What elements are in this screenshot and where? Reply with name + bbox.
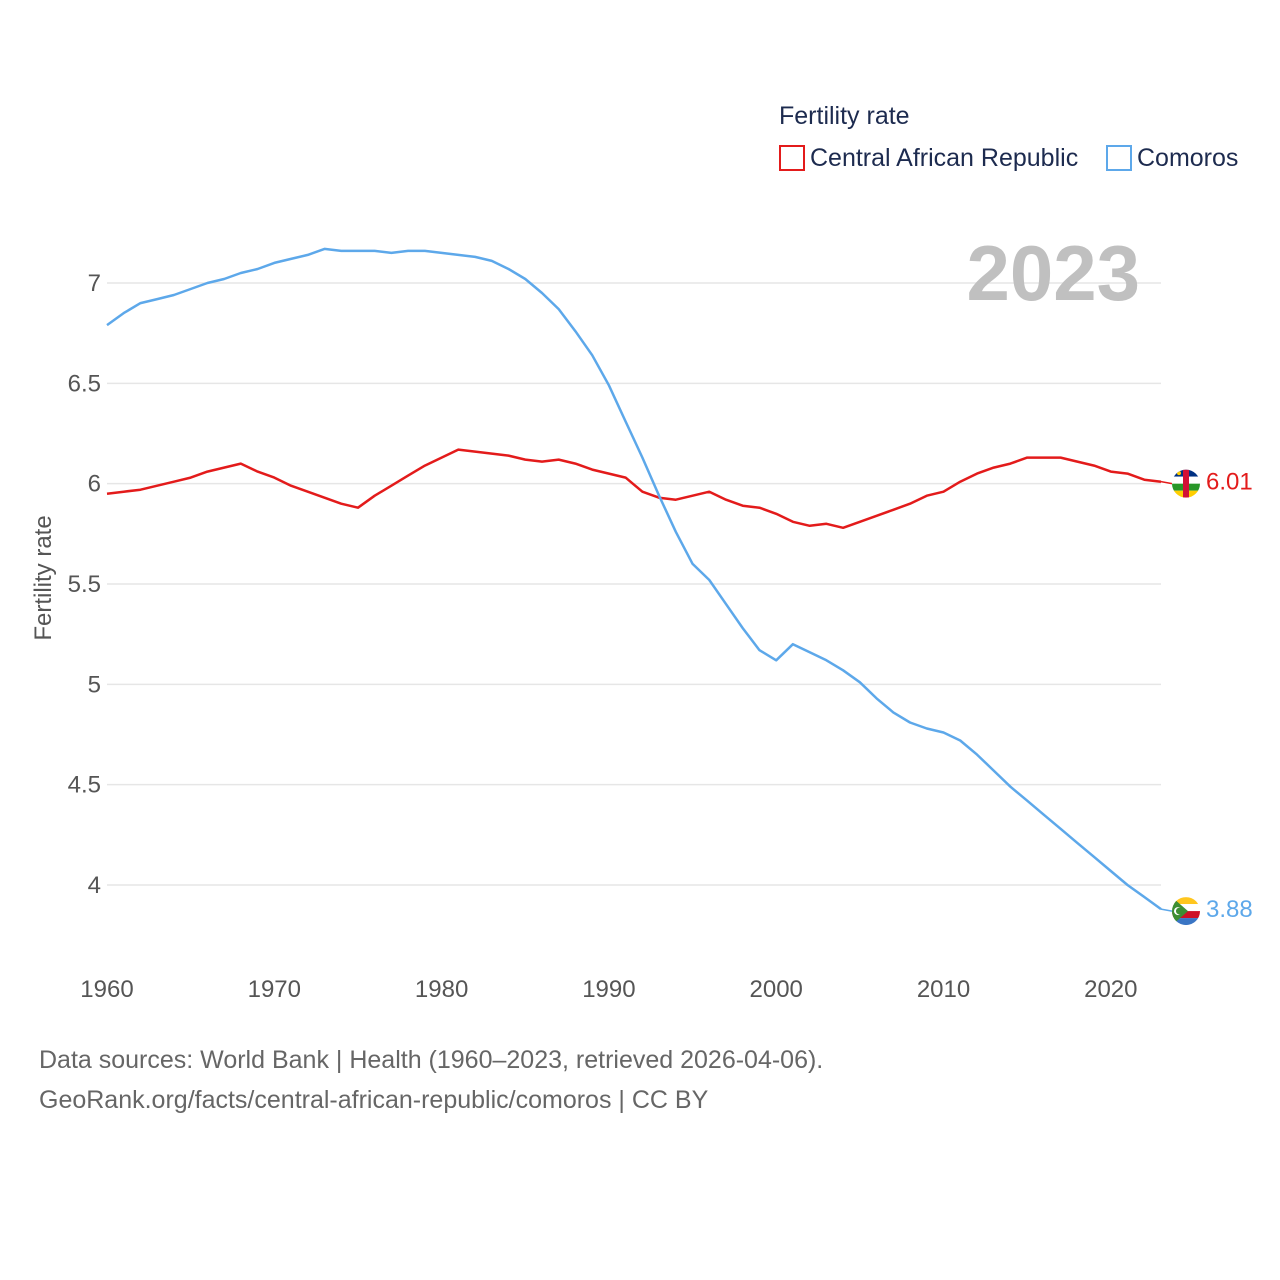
comoros-flag-icon (1172, 897, 1200, 926)
end-value-label-car: 6.01 (1206, 469, 1253, 496)
x-tick-label: 1970 (248, 976, 301, 1003)
x-tick-label: 2020 (1084, 976, 1137, 1003)
year-watermark: 2023 (966, 229, 1140, 317)
legend-swatch-car (779, 145, 805, 171)
legend-title: Fertility rate (779, 102, 910, 130)
y-tick-label: 4 (88, 872, 101, 899)
x-tick-label: 1960 (80, 976, 133, 1003)
end-connector-car (1160, 480, 1173, 485)
y-tick-label: 5 (88, 671, 101, 698)
legend-item-comoros[interactable]: Comoros (1106, 144, 1238, 172)
y-axis-ticks: 4 4.5 5 5.5 6 6.5 7 (68, 270, 101, 899)
x-tick-label: 1990 (582, 976, 635, 1003)
series-line-comoros[interactable] (106, 247, 1162, 911)
end-value-label-comoros: 3.88 (1206, 896, 1253, 923)
footer-sources: Data sources: World Bank | Health (1960–… (39, 1046, 823, 1074)
y-axis-title: Fertility rate (30, 515, 57, 640)
y-tick-label: 6.5 (68, 370, 101, 397)
y-tick-label: 6 (88, 471, 101, 498)
central-african-republic-flag-icon (1172, 469, 1200, 498)
x-axis-ticks: 1960 1970 1980 1990 2000 2010 2020 (80, 976, 1137, 1003)
end-connector-comoros (1160, 908, 1173, 912)
legend-label-car: Central African Republic (810, 144, 1078, 172)
y-tick-label: 5.5 (68, 571, 101, 598)
legend-item-central-african-republic[interactable]: Central African Republic (779, 144, 1078, 172)
footer-attribution-link[interactable]: GeoRank.org/facts/central-african-republ… (39, 1086, 709, 1114)
x-tick-label: 1980 (415, 976, 468, 1003)
series-line-central-african-republic[interactable] (106, 448, 1162, 530)
legend-label-comoros: Comoros (1137, 144, 1238, 172)
grid-lines (107, 282, 1161, 886)
legend-swatch-comoros (1106, 145, 1132, 171)
y-tick-label: 4.5 (68, 772, 101, 799)
x-tick-label: 2010 (917, 976, 970, 1003)
x-tick-label: 2000 (750, 976, 803, 1003)
y-tick-label: 7 (88, 270, 101, 297)
